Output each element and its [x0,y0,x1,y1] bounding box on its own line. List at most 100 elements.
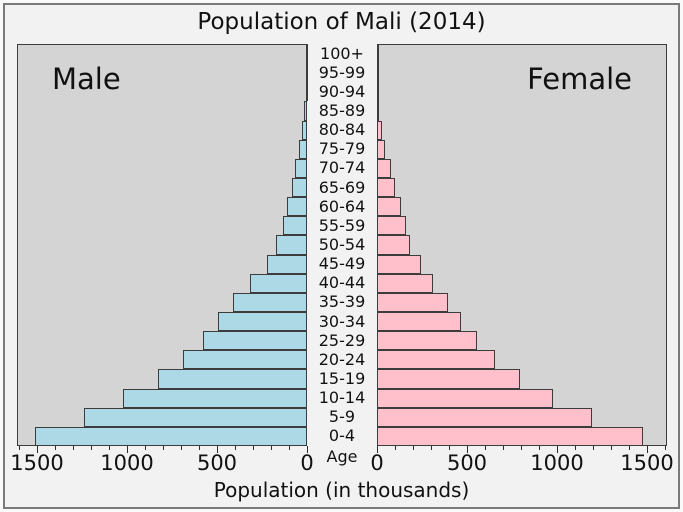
bar-male-20-24 [182,350,307,370]
age-tick-label: 95-99 [318,62,366,82]
bar-female-20-24 [377,350,495,370]
bar-female-25-29 [377,331,477,351]
minor-tick-female [520,446,522,450]
bar-male-50-54 [276,235,307,255]
minor-tick-male [270,446,272,450]
major-tick-male [36,446,38,453]
minor-tick-male [54,446,56,450]
chart-title: Population of Mali (2014) [197,9,486,35]
minor-tick-male [180,446,182,450]
age-tick-label: 35-39 [318,292,366,312]
age-tick-label: 10-14 [318,388,366,408]
major-tick-female [376,446,378,453]
male-label: Male [52,62,121,96]
bar-female-30-34 [377,312,461,332]
bar-male-0-4 [35,426,307,446]
age-tick-label: 90-94 [318,81,366,101]
x-tick-label-male: 1500 [10,451,64,475]
minor-tick-female [628,446,630,450]
bar-male-25-29 [202,331,307,351]
major-tick-male [216,446,218,453]
bar-male-85-89 [304,101,307,121]
minor-tick-female [610,446,612,450]
minor-tick-female [484,446,486,450]
bar-female-80-84 [377,120,382,140]
bar-male-90-94 [305,82,308,102]
minor-tick-female [574,446,576,450]
minor-tick-male [18,446,20,450]
bar-female-100+ [377,44,379,64]
bar-female-75-79 [377,139,386,159]
bar-female-60-64 [377,197,401,217]
bar-male-40-44 [250,273,307,293]
bar-male-60-64 [287,197,307,217]
major-tick-female [646,446,648,453]
bar-male-10-14 [123,388,307,408]
bar-female-70-74 [377,158,392,178]
bar-male-15-19 [157,369,307,389]
age-tick-label: 55-59 [318,215,366,235]
bar-male-100+ [305,44,308,64]
x-tick-label-female: 1500 [620,451,674,475]
bar-female-10-14 [377,388,554,408]
age-tick-label: 15-19 [318,368,366,388]
bar-male-75-79 [298,139,307,159]
bar-male-80-84 [302,120,307,140]
age-tick-label: 50-54 [318,234,366,254]
x-tick-label-male: 500 [196,451,238,475]
bar-male-95-99 [305,63,308,83]
major-tick-male [306,446,308,453]
age-axis: 100+ 95-99 90-94 85-89 80-84 75-79 70-74 65-69 6… [307,44,377,446]
age-tick-label: 85-89 [318,100,366,120]
minor-tick-male [162,446,164,450]
minor-tick-male [252,446,254,450]
age-tick-label: 60-64 [318,196,366,216]
bar-female-50-54 [377,235,411,255]
bar-female-40-44 [377,273,434,293]
female-label: Female [527,62,632,96]
minor-tick-female [664,446,666,450]
bar-female-85-89 [377,101,380,121]
bar-male-65-69 [291,178,307,198]
age-tick-label: 80-84 [318,120,366,140]
bar-male-35-39 [233,292,307,312]
age-tick-label: 70-74 [318,158,366,178]
bar-male-45-49 [266,254,307,274]
major-tick-female [556,446,558,453]
bar-male-30-34 [217,312,307,332]
minor-tick-female [592,446,594,450]
age-tick-label: 20-24 [318,349,366,369]
age-tick-label: 5-9 [328,407,356,427]
age-tick-label: 30-34 [318,311,366,331]
x-tick-label-female: 1000 [530,451,584,475]
x-tick-label-female: 500 [446,451,488,475]
age-tick-label: 75-79 [318,139,366,159]
bar-female-65-69 [377,178,395,198]
minor-tick-female [502,446,504,450]
bar-female-0-4 [377,426,644,446]
age-tick-label: 45-49 [318,254,366,274]
minor-tick-male [108,446,110,450]
bar-female-5-9 [377,407,593,427]
minor-tick-male [198,446,200,450]
bar-male-70-74 [295,158,307,178]
x-tick-label-male: 1000 [100,451,154,475]
bar-female-35-39 [377,292,449,312]
major-tick-male [126,446,128,453]
major-tick-female [466,446,468,453]
minor-tick-male [144,446,146,450]
age-tick-label: 25-29 [318,330,366,350]
x-tick-label-male: 0 [300,451,314,475]
x-tick-label-female: 0 [370,451,384,475]
minor-tick-male [288,446,290,450]
age-tick-label: 0-4 [328,426,356,446]
age-tick-label: 65-69 [318,177,366,197]
minor-tick-female [412,446,414,450]
age-axis-label: Age [326,447,358,466]
bar-male-55-59 [282,216,307,236]
bar-female-15-19 [377,369,521,389]
minor-tick-male [72,446,74,450]
bar-female-55-59 [377,216,406,236]
bar-female-90-94 [377,82,379,102]
